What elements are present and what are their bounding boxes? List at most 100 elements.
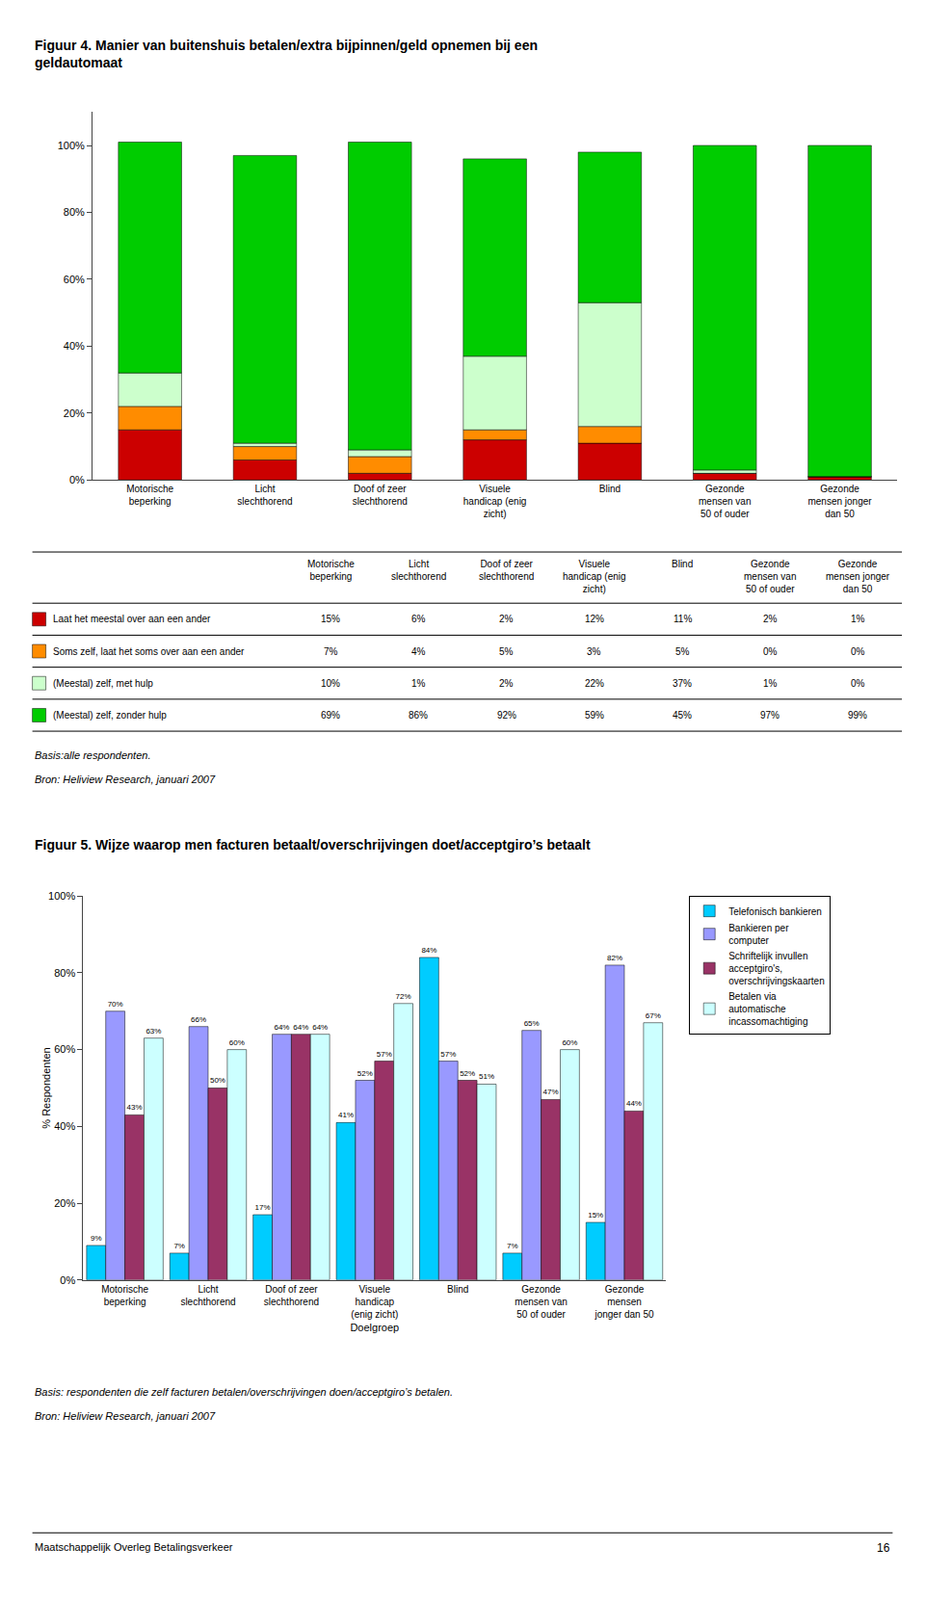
svg-text:22%: 22%: [584, 678, 605, 689]
svg-text:60%: 60%: [63, 273, 85, 286]
svg-text:Gezondemensen jongerdan 50: Gezondemensen jongerdan 50: [807, 483, 873, 520]
svg-text:Motorischebeperking: Motorischebeperking: [126, 483, 174, 507]
svg-text:1%: 1%: [850, 613, 866, 625]
svg-text:4%: 4%: [411, 646, 426, 658]
svg-text:41%: 41%: [338, 1110, 354, 1120]
svg-text:Lichtslechthorend: Lichtslechthorend: [237, 483, 292, 507]
svg-text:7%: 7%: [173, 1242, 185, 1251]
svg-text:50%: 50%: [210, 1076, 226, 1085]
svg-text:52%: 52%: [357, 1069, 373, 1079]
svg-text:69%: 69%: [320, 710, 341, 721]
svg-text:40%: 40%: [53, 1120, 76, 1133]
svg-text:(Meestal) zelf, zonder hulp: (Meestal) zelf, zonder hulp: [52, 710, 167, 721]
svg-text:51%: 51%: [478, 1072, 495, 1082]
svg-text:60%: 60%: [229, 1038, 245, 1048]
svg-text:1%: 1%: [763, 678, 778, 689]
svg-text:64%: 64%: [273, 1023, 290, 1032]
svg-text:Gezondemensen van50 of ouder: Gezondemensen van50 of ouder: [743, 558, 796, 595]
svg-text:0%: 0%: [59, 1274, 76, 1287]
svg-text:Motorischebeperking: Motorischebeperking: [307, 558, 355, 582]
svg-text:Maatschappelijk Overleg Betali: Maatschappelijk Overleg Betalingsverkeer: [34, 1541, 234, 1554]
svg-text:Gezondemensen van50 of ouder: Gezondemensen van50 of ouder: [514, 1284, 567, 1321]
svg-text:Doelgroep: Doelgroep: [349, 1321, 399, 1334]
svg-text:Visuelehandicap (enigzicht): Visuelehandicap (enigzicht): [562, 558, 627, 595]
svg-text:84%: 84%: [421, 946, 437, 955]
svg-text:3%: 3%: [586, 646, 602, 658]
svg-text:17%: 17%: [255, 1203, 271, 1213]
svg-text:Visuelehandicap(enig zicht): Visuelehandicap(enig zicht): [350, 1284, 398, 1321]
svg-text:80%: 80%: [53, 967, 76, 979]
svg-text:57%: 57%: [376, 1050, 393, 1059]
svg-text:2%: 2%: [499, 613, 514, 625]
svg-text:86%: 86%: [408, 710, 428, 721]
svg-text:100%: 100%: [48, 890, 76, 902]
svg-text:66%: 66%: [190, 1015, 207, 1025]
svg-text:7%: 7%: [506, 1242, 519, 1251]
svg-text:Telefonisch bankieren: Telefonisch bankieren: [728, 906, 822, 918]
svg-text:Laat het meestal over aan een: Laat het meestal over aan een ander: [52, 613, 212, 625]
svg-text:20%: 20%: [53, 1197, 76, 1210]
svg-text:Basis:alle respondenten.: Basis:alle respondenten.: [34, 749, 151, 762]
svg-text:2%: 2%: [499, 678, 514, 689]
svg-text:70%: 70%: [107, 1000, 124, 1009]
svg-text:Motorischebeperking: Motorischebeperking: [101, 1284, 149, 1308]
svg-text:Doof of zeerslechthorend: Doof of zeerslechthorend: [352, 483, 408, 507]
svg-text:Betalen viaautomatischeincasso: Betalen viaautomatischeincassomachtiging: [728, 991, 808, 1028]
svg-text:Lichtslechthorend: Lichtslechthorend: [180, 1284, 236, 1308]
svg-text:Figuur 5. Wijze waarop men fac: Figuur 5. Wijze waarop men facturen beta…: [34, 837, 591, 853]
svg-text:15%: 15%: [320, 613, 341, 625]
svg-text:Gezondemensen van50 of ouder: Gezondemensen van50 of ouder: [698, 483, 751, 520]
svg-text:47%: 47%: [543, 1087, 559, 1097]
svg-text:7%: 7%: [323, 646, 339, 658]
svg-text:Blind: Blind: [671, 558, 693, 570]
svg-text:92%: 92%: [497, 710, 517, 721]
svg-text:5%: 5%: [499, 646, 514, 658]
svg-text:37%: 37%: [672, 678, 692, 689]
svg-text:40%: 40%: [63, 340, 85, 352]
svg-text:Visuelehandicap (enigzicht): Visuelehandicap (enigzicht): [463, 483, 528, 520]
svg-text:52%: 52%: [459, 1069, 476, 1079]
svg-text:82%: 82%: [607, 953, 623, 963]
svg-text:99%: 99%: [847, 710, 868, 721]
svg-text:0%: 0%: [69, 474, 85, 486]
svg-text:16: 16: [876, 1541, 891, 1556]
svg-text:Doof of zeerslechthorend: Doof of zeerslechthorend: [264, 1284, 319, 1308]
svg-text:Basis: respondenten die zelf f: Basis: respondenten die zelf facturen be…: [34, 1386, 453, 1399]
svg-text:44%: 44%: [626, 1099, 642, 1109]
svg-text:Blind: Blind: [599, 483, 621, 495]
svg-text:59%: 59%: [584, 710, 605, 721]
svg-text:Bron: Heliview Research, janua: Bron: Heliview Research, januari 2007: [34, 773, 216, 786]
svg-text:(Meestal) zelf, met hulp: (Meestal) zelf, met hulp: [52, 678, 154, 689]
svg-text:Lichtslechthorend: Lichtslechthorend: [391, 558, 447, 582]
svg-text:64%: 64%: [292, 1023, 309, 1032]
svg-text:100%: 100%: [57, 139, 85, 152]
svg-text:97%: 97%: [760, 710, 780, 721]
svg-text:20%: 20%: [63, 407, 85, 420]
svg-text:Schriftelijk invullenacceptgir: Schriftelijk invullenacceptgiro's,oversc…: [728, 951, 825, 987]
svg-text:Bron: Heliview Research, janua: Bron: Heliview Research, januari 2007: [34, 1410, 216, 1423]
svg-text:Doof of zeerslechthorend: Doof of zeerslechthorend: [478, 558, 534, 582]
svg-text:Gezondemensen jongerdan 50: Gezondemensen jongerdan 50: [825, 558, 891, 595]
svg-text:67%: 67%: [645, 1011, 661, 1021]
svg-text:0%: 0%: [850, 646, 866, 658]
svg-text:5%: 5%: [675, 646, 690, 658]
svg-text:72%: 72%: [396, 992, 412, 1002]
svg-text:Bankieren percomputer: Bankieren percomputer: [728, 923, 790, 947]
svg-text:43%: 43%: [127, 1103, 143, 1112]
svg-text:Blind: Blind: [447, 1284, 469, 1295]
svg-text:Figuur 4. Manier van buitenshu: Figuur 4. Manier van buitenshuis betalen…: [34, 37, 538, 71]
svg-text:% Respondenten: % Respondenten: [40, 1047, 53, 1129]
svg-text:0%: 0%: [850, 678, 866, 689]
svg-text:64%: 64%: [312, 1023, 328, 1032]
svg-text:0%: 0%: [763, 646, 778, 658]
svg-text:57%: 57%: [440, 1050, 456, 1059]
svg-text:6%: 6%: [411, 613, 426, 625]
svg-text:Gezondemensenjonger dan 50: Gezondemensenjonger dan 50: [593, 1284, 655, 1321]
svg-text:Soms zelf, laat het soms over: Soms zelf, laat het soms over aan een an…: [52, 646, 245, 658]
svg-text:65%: 65%: [524, 1019, 540, 1029]
svg-text:63%: 63%: [145, 1027, 161, 1036]
svg-text:45%: 45%: [672, 710, 692, 721]
svg-text:80%: 80%: [63, 206, 85, 218]
svg-text:1%: 1%: [411, 678, 426, 689]
svg-text:60%: 60%: [561, 1038, 578, 1048]
